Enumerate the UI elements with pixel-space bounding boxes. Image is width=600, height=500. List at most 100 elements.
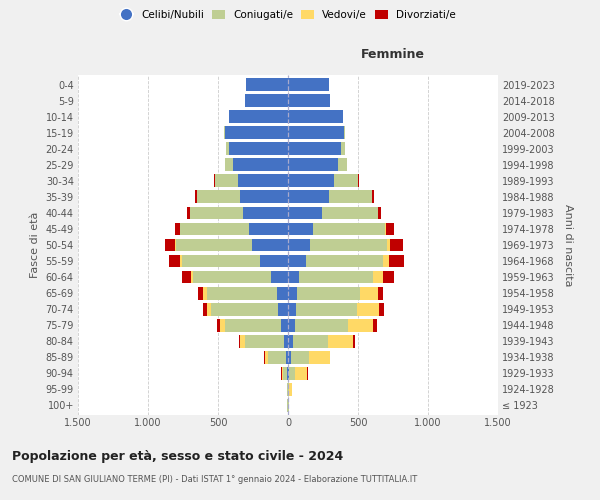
Bar xyxy=(246,78,288,91)
Bar xyxy=(284,335,288,347)
Bar xyxy=(287,399,288,412)
Bar xyxy=(288,206,322,220)
Bar xyxy=(288,222,394,235)
Bar xyxy=(288,351,309,364)
Text: Popolazione per età, sesso e stato civile - 2024: Popolazione per età, sesso e stato civil… xyxy=(12,450,343,463)
Bar xyxy=(180,222,288,235)
Bar xyxy=(197,190,288,203)
Bar xyxy=(288,222,385,235)
Bar xyxy=(288,110,343,123)
Bar xyxy=(281,319,288,332)
Bar xyxy=(288,174,358,188)
Bar xyxy=(288,286,383,300)
Bar xyxy=(288,142,341,155)
Bar xyxy=(288,399,289,412)
Bar xyxy=(288,351,290,364)
Bar xyxy=(288,110,343,123)
Bar xyxy=(229,110,288,123)
Bar xyxy=(198,286,288,300)
Bar xyxy=(268,351,288,364)
Bar xyxy=(287,383,288,396)
Bar xyxy=(288,126,344,139)
Bar xyxy=(169,254,288,268)
Bar xyxy=(288,319,373,332)
Bar xyxy=(288,254,306,268)
Bar xyxy=(288,110,343,123)
Bar xyxy=(288,367,295,380)
Bar xyxy=(288,158,338,171)
Bar xyxy=(288,78,329,91)
Bar xyxy=(246,78,288,91)
Bar xyxy=(251,238,288,252)
Bar xyxy=(196,190,288,203)
Bar xyxy=(288,222,313,235)
Bar xyxy=(288,142,345,155)
Bar xyxy=(182,270,288,283)
Legend: Celibi/Nubili, Coniugati/e, Vedovi/e, Divorziati/e: Celibi/Nubili, Coniugati/e, Vedovi/e, Di… xyxy=(120,10,456,20)
Bar xyxy=(246,78,288,91)
Bar xyxy=(225,158,288,171)
Bar xyxy=(207,302,288,316)
Bar xyxy=(288,78,329,91)
Bar xyxy=(224,126,288,139)
Y-axis label: Fasce di età: Fasce di età xyxy=(30,212,40,278)
Text: COMUNE DI SAN GIULIANO TERME (PI) - Dati ISTAT 1° gennaio 2024 - Elaborazione TU: COMUNE DI SAN GIULIANO TERME (PI) - Dati… xyxy=(12,475,417,484)
Bar xyxy=(288,270,299,283)
Bar xyxy=(238,174,288,188)
Bar xyxy=(229,110,288,123)
Bar xyxy=(287,383,288,396)
Bar xyxy=(288,94,330,107)
Bar xyxy=(288,302,296,316)
Bar xyxy=(241,190,288,203)
Bar xyxy=(288,174,358,188)
Bar xyxy=(180,254,288,268)
Bar xyxy=(241,335,288,347)
Bar xyxy=(288,286,360,300)
Bar xyxy=(288,110,343,123)
Bar xyxy=(203,302,288,316)
Bar xyxy=(245,335,288,347)
Bar xyxy=(288,270,394,283)
Bar xyxy=(288,158,347,171)
Bar xyxy=(215,174,288,188)
Bar xyxy=(193,270,288,283)
Bar xyxy=(288,367,289,380)
Bar xyxy=(225,126,288,139)
Bar xyxy=(288,270,383,283)
Bar xyxy=(287,383,288,396)
Bar xyxy=(288,302,384,316)
Bar xyxy=(176,238,288,252)
Bar xyxy=(224,126,288,139)
Bar xyxy=(187,206,288,220)
Bar xyxy=(288,335,353,347)
Bar xyxy=(265,351,288,364)
Bar xyxy=(288,399,289,412)
Bar xyxy=(191,270,288,283)
Bar xyxy=(224,158,288,171)
Bar xyxy=(229,142,288,155)
Bar xyxy=(288,238,403,252)
Bar xyxy=(288,254,404,268)
Bar xyxy=(288,206,377,220)
Bar xyxy=(229,110,288,123)
Bar xyxy=(288,335,355,347)
Bar xyxy=(229,110,288,123)
Bar xyxy=(215,174,288,188)
Bar xyxy=(288,351,331,364)
Bar xyxy=(288,190,329,203)
Bar xyxy=(288,302,379,316)
Bar xyxy=(288,142,344,155)
Bar xyxy=(271,270,288,283)
Bar xyxy=(245,94,288,107)
Bar xyxy=(288,94,330,107)
Bar xyxy=(288,238,388,252)
Bar xyxy=(190,206,288,220)
Bar xyxy=(282,367,288,380)
Bar xyxy=(243,206,288,220)
Bar xyxy=(288,351,330,364)
Bar xyxy=(226,142,288,155)
Bar xyxy=(179,222,288,235)
Bar xyxy=(264,351,288,364)
Bar xyxy=(246,78,288,91)
Bar xyxy=(288,190,374,203)
